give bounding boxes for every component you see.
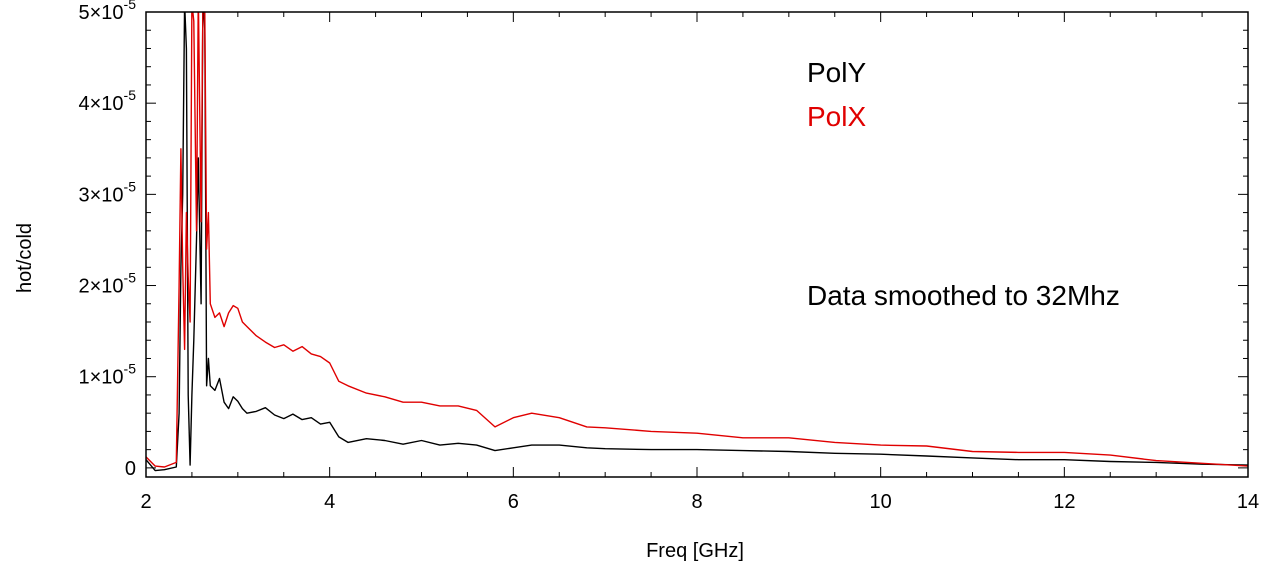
series-line-poly [146,12,1248,472]
x-tick-label: 4 [324,491,335,513]
legend-entry-polx: PolX [807,101,866,132]
y-tick-label: 2×10-5 [78,270,136,298]
y-tick-label: 4×10-5 [78,87,136,115]
y-tick-label: 3×10-5 [78,178,136,206]
y-axis-title: hot/cold [14,223,36,293]
y-tick-label: 0 [125,458,136,480]
x-tick-label: 14 [1237,491,1259,513]
x-tick-label: 10 [870,491,892,513]
y-tick-label: 1×10-5 [78,361,136,389]
x-axis-title: Freq [GHz] [646,540,744,562]
x-tick-label: 6 [508,491,519,513]
x-tick-label: 12 [1053,491,1075,513]
legend-entry-poly: PolY [807,57,866,88]
x-tick-label: 8 [691,491,702,513]
x-tick-label: 2 [140,491,151,513]
y-tick-label: 5×10-5 [78,0,136,24]
annotation-text: Data smoothed to 32Mhz [807,280,1120,311]
plot-frame [145,11,1249,478]
series-line-polx [146,12,1248,468]
